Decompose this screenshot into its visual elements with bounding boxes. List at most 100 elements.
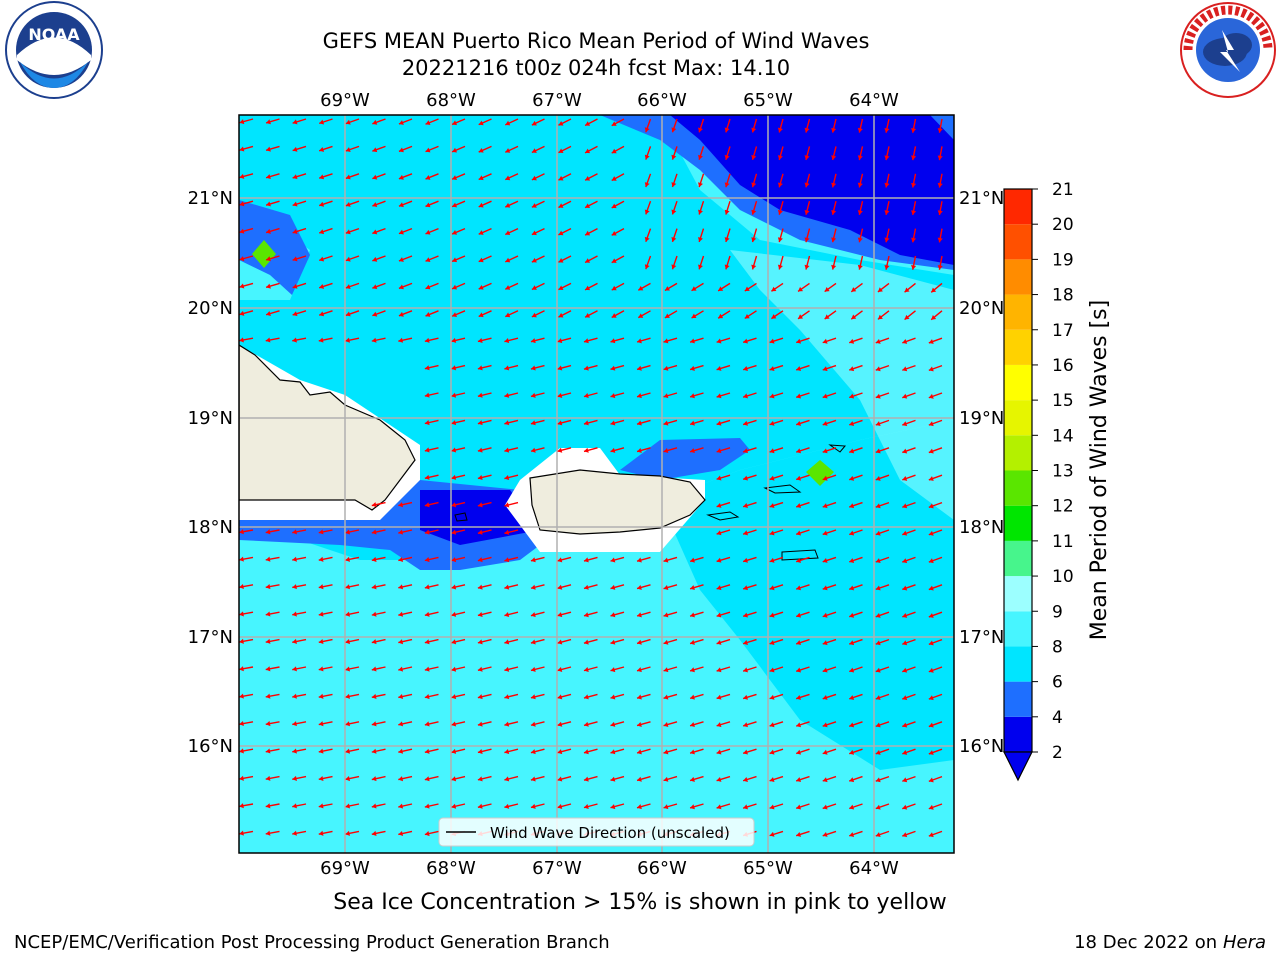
wind-wave-arrowhead	[877, 314, 883, 320]
wind-wave-arrowhead	[822, 448, 828, 454]
wind-wave-arrowhead	[822, 695, 828, 700]
wind-wave-arrowhead	[477, 420, 483, 426]
wind-wave-arrowhead	[239, 119, 245, 125]
wind-wave-arrowhead	[585, 230, 591, 236]
wind-wave-arrowhead	[690, 612, 695, 618]
wind-wave-arrowhead	[857, 182, 863, 188]
wind-wave-arrowhead	[372, 229, 378, 235]
colorbar-tick-label: 11	[1052, 532, 1074, 552]
wind-wave-arrowhead	[637, 338, 642, 344]
wind-wave-arrowhead	[771, 286, 777, 292]
lat-label-right: 16°N	[959, 736, 1004, 757]
wind-wave-arrowhead	[530, 392, 536, 398]
wind-wave-arrowhead	[902, 530, 908, 536]
wind-wave-arrowhead	[611, 176, 617, 181]
wind-wave-arrowhead	[239, 666, 244, 672]
wind-wave-arrowhead	[530, 666, 536, 672]
wind-wave-arrowhead	[557, 612, 563, 618]
wind-wave-arrowhead	[504, 475, 510, 481]
wind-wave-arrowhead	[928, 804, 934, 810]
wind-wave-arrowhead	[451, 557, 457, 563]
wind-wave-arrowhead	[663, 393, 669, 399]
wind-wave-arrowhead	[345, 311, 351, 317]
wind-wave-arrowhead	[644, 182, 650, 187]
colorbar-block	[1004, 681, 1032, 717]
wind-wave-arrowhead	[345, 147, 351, 153]
colorbar-tick-label: 13	[1052, 462, 1074, 482]
wind-wave-arrowhead	[557, 749, 563, 755]
wind-wave-arrowhead	[585, 176, 591, 181]
wind-wave-arrowhead	[319, 201, 325, 207]
wind-wave-arrowhead	[292, 666, 297, 672]
period-field-below-2-north	[670, 115, 954, 265]
wind-wave-arrowhead	[424, 611, 430, 617]
wind-wave-arrowhead	[424, 639, 430, 645]
wind-wave-arrowhead	[266, 146, 271, 152]
wind-wave-arrowhead	[663, 338, 669, 344]
wind-wave-arrowhead	[637, 776, 642, 782]
wind-wave-arrowhead	[928, 777, 934, 783]
wind-wave-arrowhead	[716, 475, 722, 481]
wind-wave-arrowhead	[698, 237, 703, 242]
wind-wave-arrowhead	[531, 312, 537, 318]
wind-wave-arrowhead	[239, 146, 245, 152]
wind-wave-arrowhead	[424, 694, 430, 700]
wind-wave-arrowhead	[716, 557, 722, 563]
wind-wave-arrowhead	[698, 209, 703, 215]
wind-wave-arrowhead	[477, 803, 483, 809]
wind-wave-arrowhead	[398, 693, 404, 700]
wind-wave-arrowhead	[796, 667, 802, 673]
wind-wave-arrowhead	[424, 721, 430, 727]
noaa-logo: NOAA	[5, 1, 103, 99]
wind-wave-arrowhead	[345, 666, 351, 672]
wind-wave-arrowhead	[928, 613, 934, 618]
wind-wave-arrowhead	[610, 749, 616, 755]
wind-wave-arrowhead	[345, 803, 351, 809]
wind-wave-arrowhead	[504, 392, 510, 398]
lat-label-right: 21°N	[959, 188, 1004, 209]
wind-wave-arrowhead	[239, 748, 244, 754]
wind-wave-arrowhead	[822, 558, 828, 563]
nws-logo	[1180, 2, 1276, 98]
wind-wave-arrowhead	[902, 804, 908, 810]
wind-wave-arrowhead	[530, 694, 536, 700]
wind-wave-arrowhead	[610, 584, 616, 590]
wind-wave-arrowhead	[796, 777, 802, 783]
wind-wave-arrowhead	[425, 312, 431, 317]
wind-wave-arrowhead	[937, 265, 943, 270]
wind-wave-arrowhead	[724, 154, 730, 160]
period-field-2-4-pr-north	[620, 438, 750, 480]
wind-wave-arrowhead	[451, 447, 457, 453]
wind-wave-arrowhead	[716, 448, 722, 454]
wind-wave-arrowhead	[849, 503, 855, 509]
wind-wave-arrowhead	[777, 127, 783, 133]
wind-wave-arrowhead	[583, 804, 589, 810]
wind-wave-arrowhead	[690, 420, 695, 426]
colorbar-tick-label: 6	[1052, 673, 1063, 693]
wind-wave-arrowhead	[831, 210, 837, 215]
wind-wave-arrowhead	[557, 721, 563, 727]
wind-wave-arrowhead	[664, 313, 670, 318]
wind-wave-arrowhead	[557, 557, 563, 563]
wind-wave-arrowhead	[902, 695, 908, 701]
wind-wave-arrowhead	[769, 503, 775, 508]
colorbar-block	[1004, 259, 1032, 295]
wind-wave-arrowhead	[398, 556, 404, 563]
wind-wave-arrowhead	[239, 693, 244, 699]
wind-wave-arrowhead	[398, 830, 404, 837]
wind-wave-arrowhead	[849, 777, 855, 783]
wind-wave-arrowhead	[777, 209, 783, 215]
wind-wave-arrowhead	[724, 209, 730, 215]
wind-wave-arrowhead	[716, 722, 722, 728]
wind-wave-arrowhead	[398, 611, 404, 617]
wind-wave-arrowhead	[585, 148, 591, 154]
wind-wave-arrowhead	[743, 420, 748, 426]
wind-wave-arrowhead	[610, 694, 616, 700]
wind-wave-arrowhead	[425, 257, 431, 263]
wind-wave-arrowhead	[318, 556, 324, 562]
colorbar-tick-label: 9	[1052, 602, 1063, 622]
wind-wave-arrowhead	[611, 230, 617, 236]
wind-wave-arrowhead	[637, 393, 642, 399]
wind-wave-arrowhead	[583, 667, 589, 673]
wind-wave-arrowhead	[505, 230, 511, 236]
